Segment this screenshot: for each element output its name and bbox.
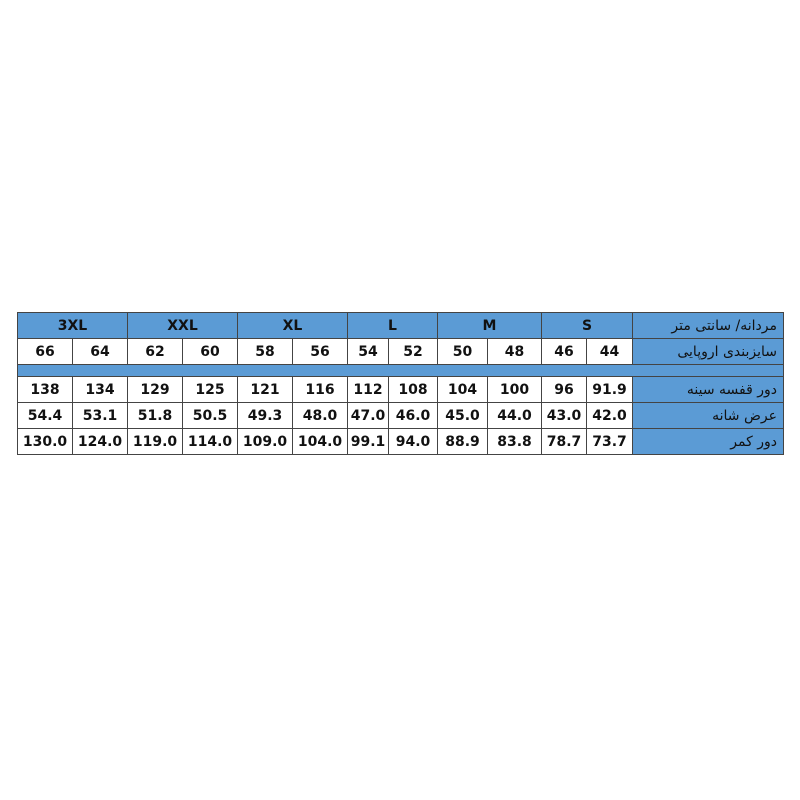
spacer-cell	[17, 364, 784, 377]
size-group: XL	[237, 312, 348, 339]
waist-cell: 130.0	[17, 428, 73, 455]
shoulder-cell: 54.4	[17, 402, 73, 429]
chest-cell: 121	[237, 376, 293, 403]
eu-size-cell: 62	[127, 338, 183, 365]
waist-cell: 88.9	[437, 428, 488, 455]
eu-size-cell: 52	[388, 338, 438, 365]
size-group-row: مردانه/ سانتی متر S M L XL XXL 3XL	[17, 312, 784, 339]
waist-row: دور کمر 73.7 78.7 83.8 88.9 94.0 99.1 104.0 109…	[17, 428, 784, 455]
chest-cell: 91.9	[586, 376, 633, 403]
shoulder-cell: 51.8	[127, 402, 183, 429]
chest-cell: 134	[72, 376, 128, 403]
waist-cell: 78.7	[541, 428, 587, 455]
shoulder-cell: 43.0	[541, 402, 587, 429]
eu-size-cell: 66	[17, 338, 73, 365]
size-group: S	[541, 312, 633, 339]
waist-label: دور کمر	[632, 428, 784, 455]
eu-size-cell: 54	[347, 338, 389, 365]
shoulder-cell: 47.0	[347, 402, 389, 429]
waist-cell: 73.7	[586, 428, 633, 455]
shoulder-cell: 42.0	[586, 402, 633, 429]
shoulder-label: عرض شانه	[632, 402, 784, 429]
size-group: M	[437, 312, 542, 339]
chest-cell: 129	[127, 376, 183, 403]
chest-cell: 108	[388, 376, 438, 403]
eu-size-cell: 46	[541, 338, 587, 365]
eu-size-label: سایزبندی اروپایی	[632, 338, 784, 365]
waist-cell: 119.0	[127, 428, 183, 455]
waist-cell: 94.0	[388, 428, 438, 455]
shoulder-cell: 45.0	[437, 402, 488, 429]
eu-size-row: سایزبندی اروپایی 44 46 48 50 52 54 56 58 60 62 64 6…	[17, 338, 784, 365]
shoulder-cell: 48.0	[292, 402, 348, 429]
chest-cell: 138	[17, 376, 73, 403]
chest-cell: 116	[292, 376, 348, 403]
title-label: مردانه/ سانتی متر	[632, 312, 784, 339]
size-group: L	[347, 312, 438, 339]
chest-cell: 125	[182, 376, 238, 403]
chest-row: دور قفسه سینه 91.9 96 100 104 108 112 116 121 12…	[17, 376, 784, 403]
waist-cell: 124.0	[72, 428, 128, 455]
eu-size-cell: 44	[586, 338, 633, 365]
eu-size-cell: 60	[182, 338, 238, 365]
eu-size-cell: 56	[292, 338, 348, 365]
shoulder-cell: 46.0	[388, 402, 438, 429]
spacer-row	[17, 364, 784, 377]
shoulder-cell: 49.3	[237, 402, 293, 429]
waist-cell: 114.0	[182, 428, 238, 455]
chest-label: دور قفسه سینه	[632, 376, 784, 403]
shoulder-cell: 50.5	[182, 402, 238, 429]
chest-cell: 100	[487, 376, 542, 403]
waist-cell: 99.1	[347, 428, 389, 455]
eu-size-cell: 50	[437, 338, 488, 365]
eu-size-cell: 64	[72, 338, 128, 365]
chest-cell: 96	[541, 376, 587, 403]
size-table: مردانه/ سانتی متر S M L XL XXL 3XL سایزب…	[17, 312, 784, 455]
size-group: XXL	[127, 312, 238, 339]
chest-cell: 104	[437, 376, 488, 403]
waist-cell: 109.0	[237, 428, 293, 455]
eu-size-cell: 58	[237, 338, 293, 365]
shoulder-cell: 44.0	[487, 402, 542, 429]
shoulder-row: عرض شانه 42.0 43.0 44.0 45.0 46.0 47.0 48.0 49.…	[17, 402, 784, 429]
size-group: 3XL	[17, 312, 128, 339]
waist-cell: 104.0	[292, 428, 348, 455]
waist-cell: 83.8	[487, 428, 542, 455]
eu-size-cell: 48	[487, 338, 542, 365]
size-chart: مردانه/ سانتی متر S M L XL XXL 3XL سایزب…	[17, 312, 784, 455]
shoulder-cell: 53.1	[72, 402, 128, 429]
chest-cell: 112	[347, 376, 389, 403]
